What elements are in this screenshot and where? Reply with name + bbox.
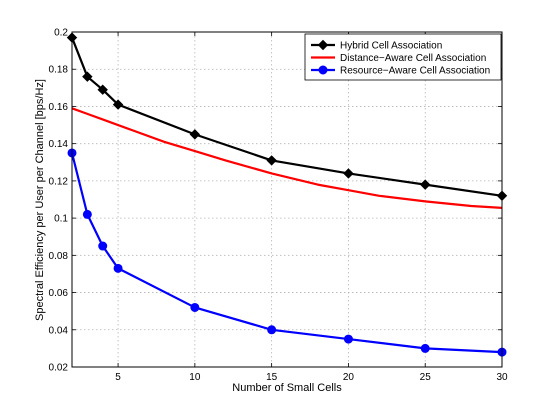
- y-axis-title: Spectral Efficiency per User per Channel…: [34, 79, 46, 321]
- y-tick-label: 0.1: [54, 214, 68, 225]
- series-1: [71, 107, 503, 209]
- series-line: [70, 152, 503, 354]
- data-point: [112, 99, 124, 110]
- data-point: [113, 263, 123, 273]
- data-point: [420, 343, 430, 353]
- ticks: 0.02 0.04 0.06 0.08 0.1 0.12 0.14 0.16 0.18 0.2 5 1…: [49, 28, 508, 384]
- y-tick-label: 0.18: [49, 65, 69, 76]
- data-point: [189, 129, 201, 140]
- series-group: [66, 32, 508, 357]
- plot-frame: [71, 31, 503, 368]
- y-tick-label: 0.12: [49, 176, 69, 187]
- data-point: [98, 241, 108, 251]
- x-tick-label: 25: [420, 372, 432, 383]
- legend-marker: [318, 65, 328, 75]
- legend-marker: [317, 39, 329, 51]
- data-point: [267, 325, 277, 335]
- data-point: [82, 71, 93, 82]
- grid: [72, 32, 502, 367]
- x-tick-label: 10: [189, 372, 201, 383]
- legend-box: [304, 33, 502, 81]
- y-tick-label: 0.2: [54, 28, 68, 39]
- data-point: [343, 334, 353, 344]
- data-point: [97, 84, 108, 95]
- y-tick-label: 0.06: [49, 288, 69, 299]
- legend-label: Hybrid Cell Association: [340, 41, 442, 52]
- data-point: [82, 209, 92, 219]
- y-tick-label: 0.14: [49, 139, 69, 150]
- data-point: [190, 302, 200, 312]
- x-tick-label: 15: [266, 372, 278, 383]
- x-tick-label: 5: [115, 372, 121, 383]
- y-tick-label: 0.02: [49, 363, 69, 374]
- data-point: [343, 168, 354, 179]
- legend-label: Resource−Aware Cell Association: [340, 66, 490, 77]
- series-line: [71, 107, 503, 209]
- y-tick-label: 0.08: [49, 251, 69, 262]
- series-2: [67, 148, 507, 357]
- x-tick-label: 30: [496, 372, 508, 383]
- x-axis-title: Number of Small Cells: [232, 382, 342, 394]
- data-point: [420, 179, 431, 190]
- series-0: [66, 32, 508, 201]
- y-tick-label: 0.04: [49, 325, 69, 336]
- x-tick-label: 20: [343, 372, 355, 383]
- y-tick-label: 0.16: [49, 102, 69, 113]
- legend-label: Distance−Aware Cell Association: [340, 53, 486, 64]
- data-point: [266, 155, 277, 166]
